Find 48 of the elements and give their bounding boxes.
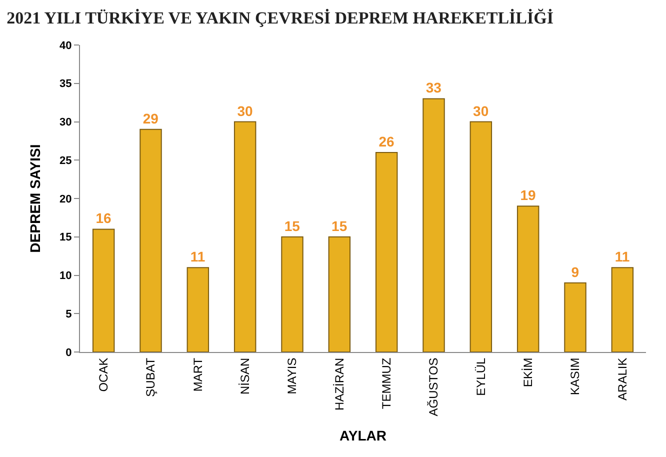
y-tick-label: 35: [60, 78, 72, 90]
data-label: 15: [332, 218, 348, 234]
bar: [234, 121, 256, 352]
x-tick-label: MAYIS: [285, 358, 300, 394]
x-tick-label: HAZİRAN: [332, 358, 346, 410]
x-tick-label: TEMMUZ: [379, 358, 394, 410]
data-label: 11: [190, 248, 206, 265]
x-axis-title: AYLAR: [340, 428, 386, 444]
y-tick-label: 30: [60, 116, 72, 129]
y-tick-label: 5: [66, 308, 72, 320]
data-label: 30: [237, 102, 253, 119]
bar: [470, 121, 492, 352]
bar: [281, 236, 304, 352]
y-tick-label: 10: [60, 270, 72, 282]
x-tick-label: OCAK: [96, 358, 110, 392]
x-tick-label: NİSAN: [238, 358, 252, 394]
y-tick-label: 40: [60, 40, 72, 52]
bar: [140, 128, 162, 352]
data-label: 29: [142, 110, 159, 126]
data-label: 15: [284, 218, 300, 234]
x-tick-label: AĞUSTOS: [426, 358, 441, 416]
x-tick-label: MART: [190, 357, 205, 392]
bar: [611, 267, 634, 352]
data-label: 33: [426, 80, 442, 96]
data-label: 19: [520, 187, 536, 204]
y-tick-label: 25: [60, 154, 72, 167]
data-label: 11: [614, 248, 630, 265]
y-tick-label: 20: [60, 193, 72, 206]
y-axis-title: DEPREM SAYISI: [27, 144, 44, 253]
y-tick-label: 0: [66, 346, 72, 359]
x-tick-label: ŞUBAT: [144, 357, 158, 397]
bar: [186, 267, 210, 352]
data-label: 30: [473, 102, 489, 119]
bar: [92, 228, 115, 352]
chart-title: 2021 YILI TÜRKİYE VE YAKIN ÇEVRESİ DEPREM HAREKETLİLİĞİ: [6, 8, 554, 28]
x-tick-label: ARALIK: [615, 358, 630, 400]
bar: [375, 152, 398, 352]
bar: [328, 236, 351, 352]
bar: [422, 98, 445, 352]
data-label: 26: [378, 133, 394, 150]
x-tick-label: EYLÜL: [474, 357, 488, 396]
data-label: 9: [571, 264, 580, 280]
bar: [516, 206, 540, 352]
x-tick-label: KASIM: [568, 358, 582, 396]
x-tick-label: EKİM: [520, 358, 535, 388]
y-tick-label: 15: [60, 232, 72, 244]
bar: [564, 282, 586, 352]
data-label: 16: [96, 210, 112, 226]
